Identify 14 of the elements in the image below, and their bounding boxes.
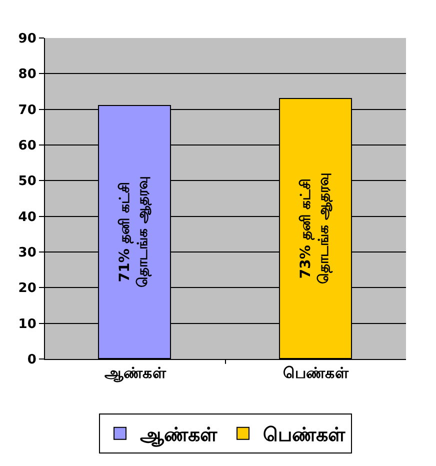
y-tick-label: 50 bbox=[18, 174, 36, 190]
legend-label: ஆண்கள் bbox=[140, 424, 218, 446]
y-tick-label: 60 bbox=[18, 138, 36, 154]
y-tick-label: 0 bbox=[27, 352, 36, 368]
y-tick-label: 80 bbox=[18, 67, 36, 82]
y-tick-label: 30 bbox=[18, 246, 36, 261]
y-tick-label: 90 bbox=[18, 32, 36, 47]
data-label: 71% தனி கட்சி தொடங்க ஆதரவு bbox=[116, 176, 152, 288]
data-label: 73% தனி கட்சி தொடங்க ஆதரவு bbox=[298, 173, 334, 284]
y-tick-label: 20 bbox=[18, 281, 36, 296]
legend-label: பெண்கள் bbox=[263, 424, 346, 446]
y-tick-label: 70 bbox=[18, 102, 36, 118]
y-tick-label: 10 bbox=[18, 316, 36, 332]
y-tick-label: 40 bbox=[18, 210, 36, 225]
